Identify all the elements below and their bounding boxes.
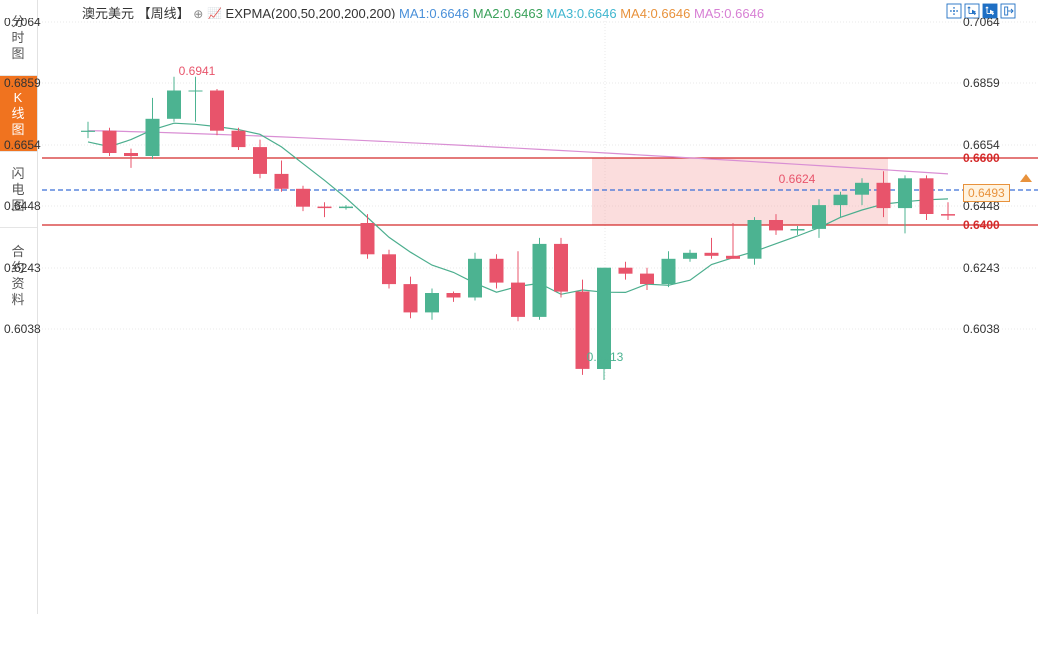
svg-text:0.6400: 0.6400 [963, 218, 1000, 232]
svg-text:0.6448: 0.6448 [4, 199, 41, 213]
svg-text:0.6941: 0.6941 [179, 64, 216, 78]
svg-text:0.7064: 0.7064 [963, 18, 1000, 29]
svg-text:0.6859: 0.6859 [4, 76, 41, 90]
svg-text:0.5913: 0.5913 [587, 350, 624, 364]
svg-text:0.6654: 0.6654 [4, 138, 41, 152]
svg-text:0.6243: 0.6243 [963, 261, 1000, 275]
svg-text:0.7064: 0.7064 [4, 18, 41, 29]
svg-text:0.6038: 0.6038 [963, 322, 1000, 336]
svg-text:0.6859: 0.6859 [963, 76, 1000, 90]
svg-text:0.6243: 0.6243 [4, 261, 41, 275]
svg-text:0.6038: 0.6038 [4, 322, 41, 336]
svg-text:0.6624: 0.6624 [779, 172, 816, 186]
svg-text:0.6600: 0.6600 [963, 151, 1000, 165]
svg-text:0.6654: 0.6654 [963, 138, 1000, 152]
